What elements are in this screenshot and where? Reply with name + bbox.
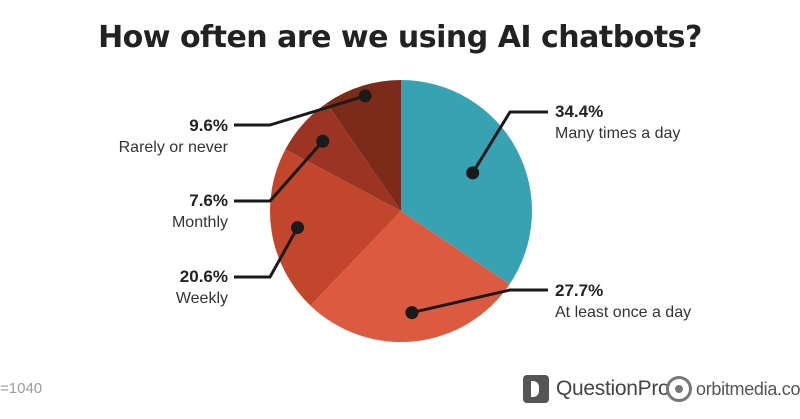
orbit-icon xyxy=(666,376,692,402)
slice-category-label: Monthly xyxy=(172,214,228,231)
slice-category-label: Rarely or never xyxy=(119,139,229,156)
pie-slice xyxy=(326,80,401,211)
pie-labels: 34.4% Many times a day 27.7% At least on… xyxy=(119,102,691,321)
callout-dot xyxy=(358,89,372,103)
callout-line xyxy=(471,110,548,174)
slice-category-label: At least once a day xyxy=(555,304,691,321)
chart-title: How often are we using AI chatbots? xyxy=(98,20,702,55)
questionpro-icon xyxy=(523,375,549,403)
pie-slice xyxy=(270,149,401,306)
callout-dot xyxy=(405,306,419,320)
footnote-sample-size: =1040 xyxy=(0,380,43,397)
orbitmedia-logo: orbitmedia.com xyxy=(666,372,800,406)
callout-dot xyxy=(316,134,330,148)
pie-slices xyxy=(270,80,532,342)
slice-percent-label: 7.6% xyxy=(189,191,228,210)
pie-slice xyxy=(285,103,401,211)
pie-callouts xyxy=(234,89,548,320)
callout-line xyxy=(234,226,299,279)
callout-line xyxy=(234,140,324,203)
slice-percent-label: 9.6% xyxy=(189,116,228,135)
callout-line xyxy=(234,94,366,127)
callout-dot xyxy=(291,221,305,235)
slice-percent-label: 20.6% xyxy=(180,267,228,286)
slice-category-label: Many times a day xyxy=(555,125,680,142)
slice-category-label: Weekly xyxy=(176,290,228,307)
pie-slice xyxy=(310,211,510,342)
callout-line xyxy=(411,288,548,315)
callout-dot xyxy=(466,166,480,180)
slice-percent-label: 34.4% xyxy=(555,102,603,121)
orbitmedia-wordmark: orbitmedia.com xyxy=(696,378,800,399)
slice-percent-label: 27.7% xyxy=(555,281,603,300)
questionpro-logo: QuestionPro xyxy=(523,372,670,406)
questionpro-wordmark: QuestionPro xyxy=(556,377,670,400)
